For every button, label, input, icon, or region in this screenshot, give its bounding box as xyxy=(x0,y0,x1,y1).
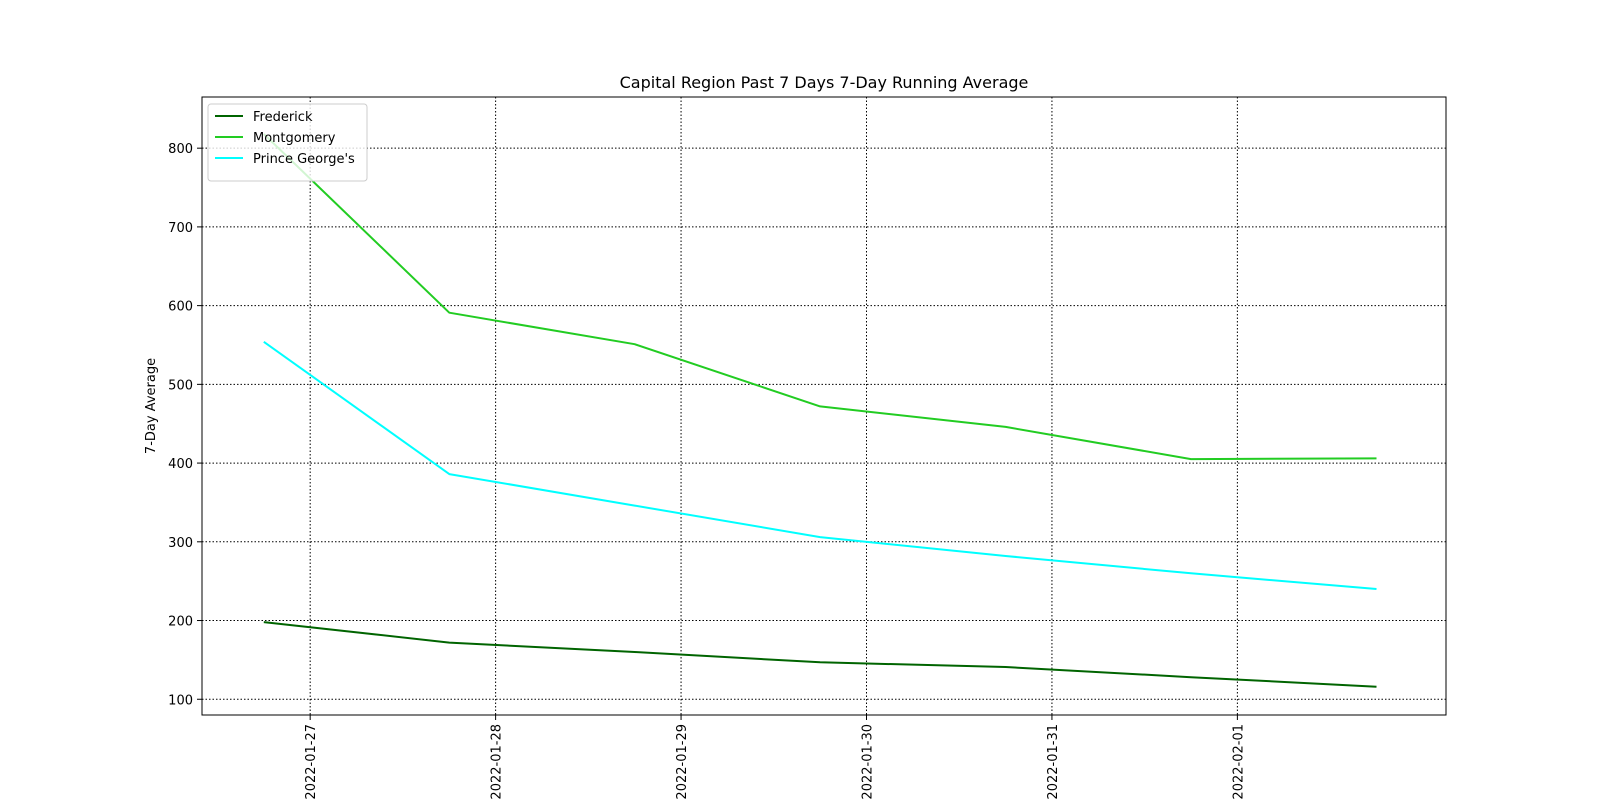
series-line-prince-george-s xyxy=(263,340,1377,590)
legend-label: Frederick xyxy=(253,110,313,125)
legend: Frederick Montgomery Prince George's xyxy=(207,103,368,182)
y-tick-label: 300 xyxy=(168,536,193,551)
x-tick-label: 2022-02-01 xyxy=(1231,724,1246,800)
y-tick-label: 600 xyxy=(168,300,193,315)
y-tick-label: 200 xyxy=(168,615,193,630)
x-tick-label: 2022-01-27 xyxy=(304,724,319,800)
y-tick-label: 100 xyxy=(168,693,193,708)
x-axis-ticks: 2022-01-27 2022-01-28 2022-01-29 2022-01-30… xyxy=(304,715,1246,800)
y-tick-label: 400 xyxy=(168,457,193,472)
series-lines xyxy=(263,133,1377,688)
grid xyxy=(202,97,1446,715)
x-tick-label: 2022-01-28 xyxy=(490,724,505,800)
chart-title: Capital Region Past 7 Days 7-Day Running… xyxy=(620,73,1029,92)
y-tick-label: 700 xyxy=(168,221,193,236)
legend-label: Montgomery xyxy=(253,131,336,146)
legend-label: Prince George's xyxy=(253,152,355,167)
y-tick-label: 800 xyxy=(168,142,193,157)
y-tick-label: 500 xyxy=(168,378,193,393)
y-axis-label: 7-Day Average xyxy=(144,358,159,454)
legend-box xyxy=(207,103,368,182)
x-tick-label: 2022-01-29 xyxy=(675,724,690,800)
x-tick-label: 2022-01-30 xyxy=(860,724,875,800)
x-tick-label: 2022-01-31 xyxy=(1046,724,1061,800)
y-axis-ticks: 100 200 300 400 500 600 700 800 xyxy=(168,142,202,708)
series-line-montgomery xyxy=(263,133,1377,461)
plot-area-frame xyxy=(201,96,1447,716)
series-line-frederick xyxy=(263,621,1377,688)
